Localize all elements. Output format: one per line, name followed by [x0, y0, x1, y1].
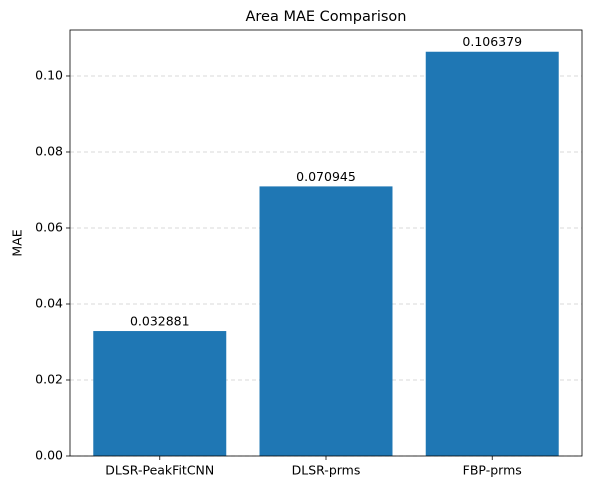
plot-frame — [69, 29, 583, 457]
data-label: 0.070945 — [296, 169, 356, 184]
chart-title: Area MAE Comparison — [246, 9, 407, 25]
x-tick-label: FBP-prms — [463, 463, 522, 478]
x-tick-label: DLSR-PeakFitCNN — [105, 463, 214, 478]
bar — [425, 51, 559, 457]
bar — [93, 331, 227, 456]
data-label: 0.106379 — [462, 34, 522, 49]
y-tick-label: 0.08 — [35, 143, 63, 158]
y-tick-label: 0.00 — [35, 448, 63, 463]
y-axis-label: MAE — [10, 229, 25, 256]
y-tick-label: 0.06 — [35, 219, 63, 234]
y-tick-label: 0.10 — [35, 67, 63, 82]
y-tick-label: 0.04 — [35, 295, 63, 310]
x-tick-label: DLSR-prms — [292, 463, 361, 478]
data-label: 0.032881 — [130, 314, 190, 329]
bar — [259, 186, 393, 456]
y-tick-label: 0.02 — [35, 371, 63, 386]
